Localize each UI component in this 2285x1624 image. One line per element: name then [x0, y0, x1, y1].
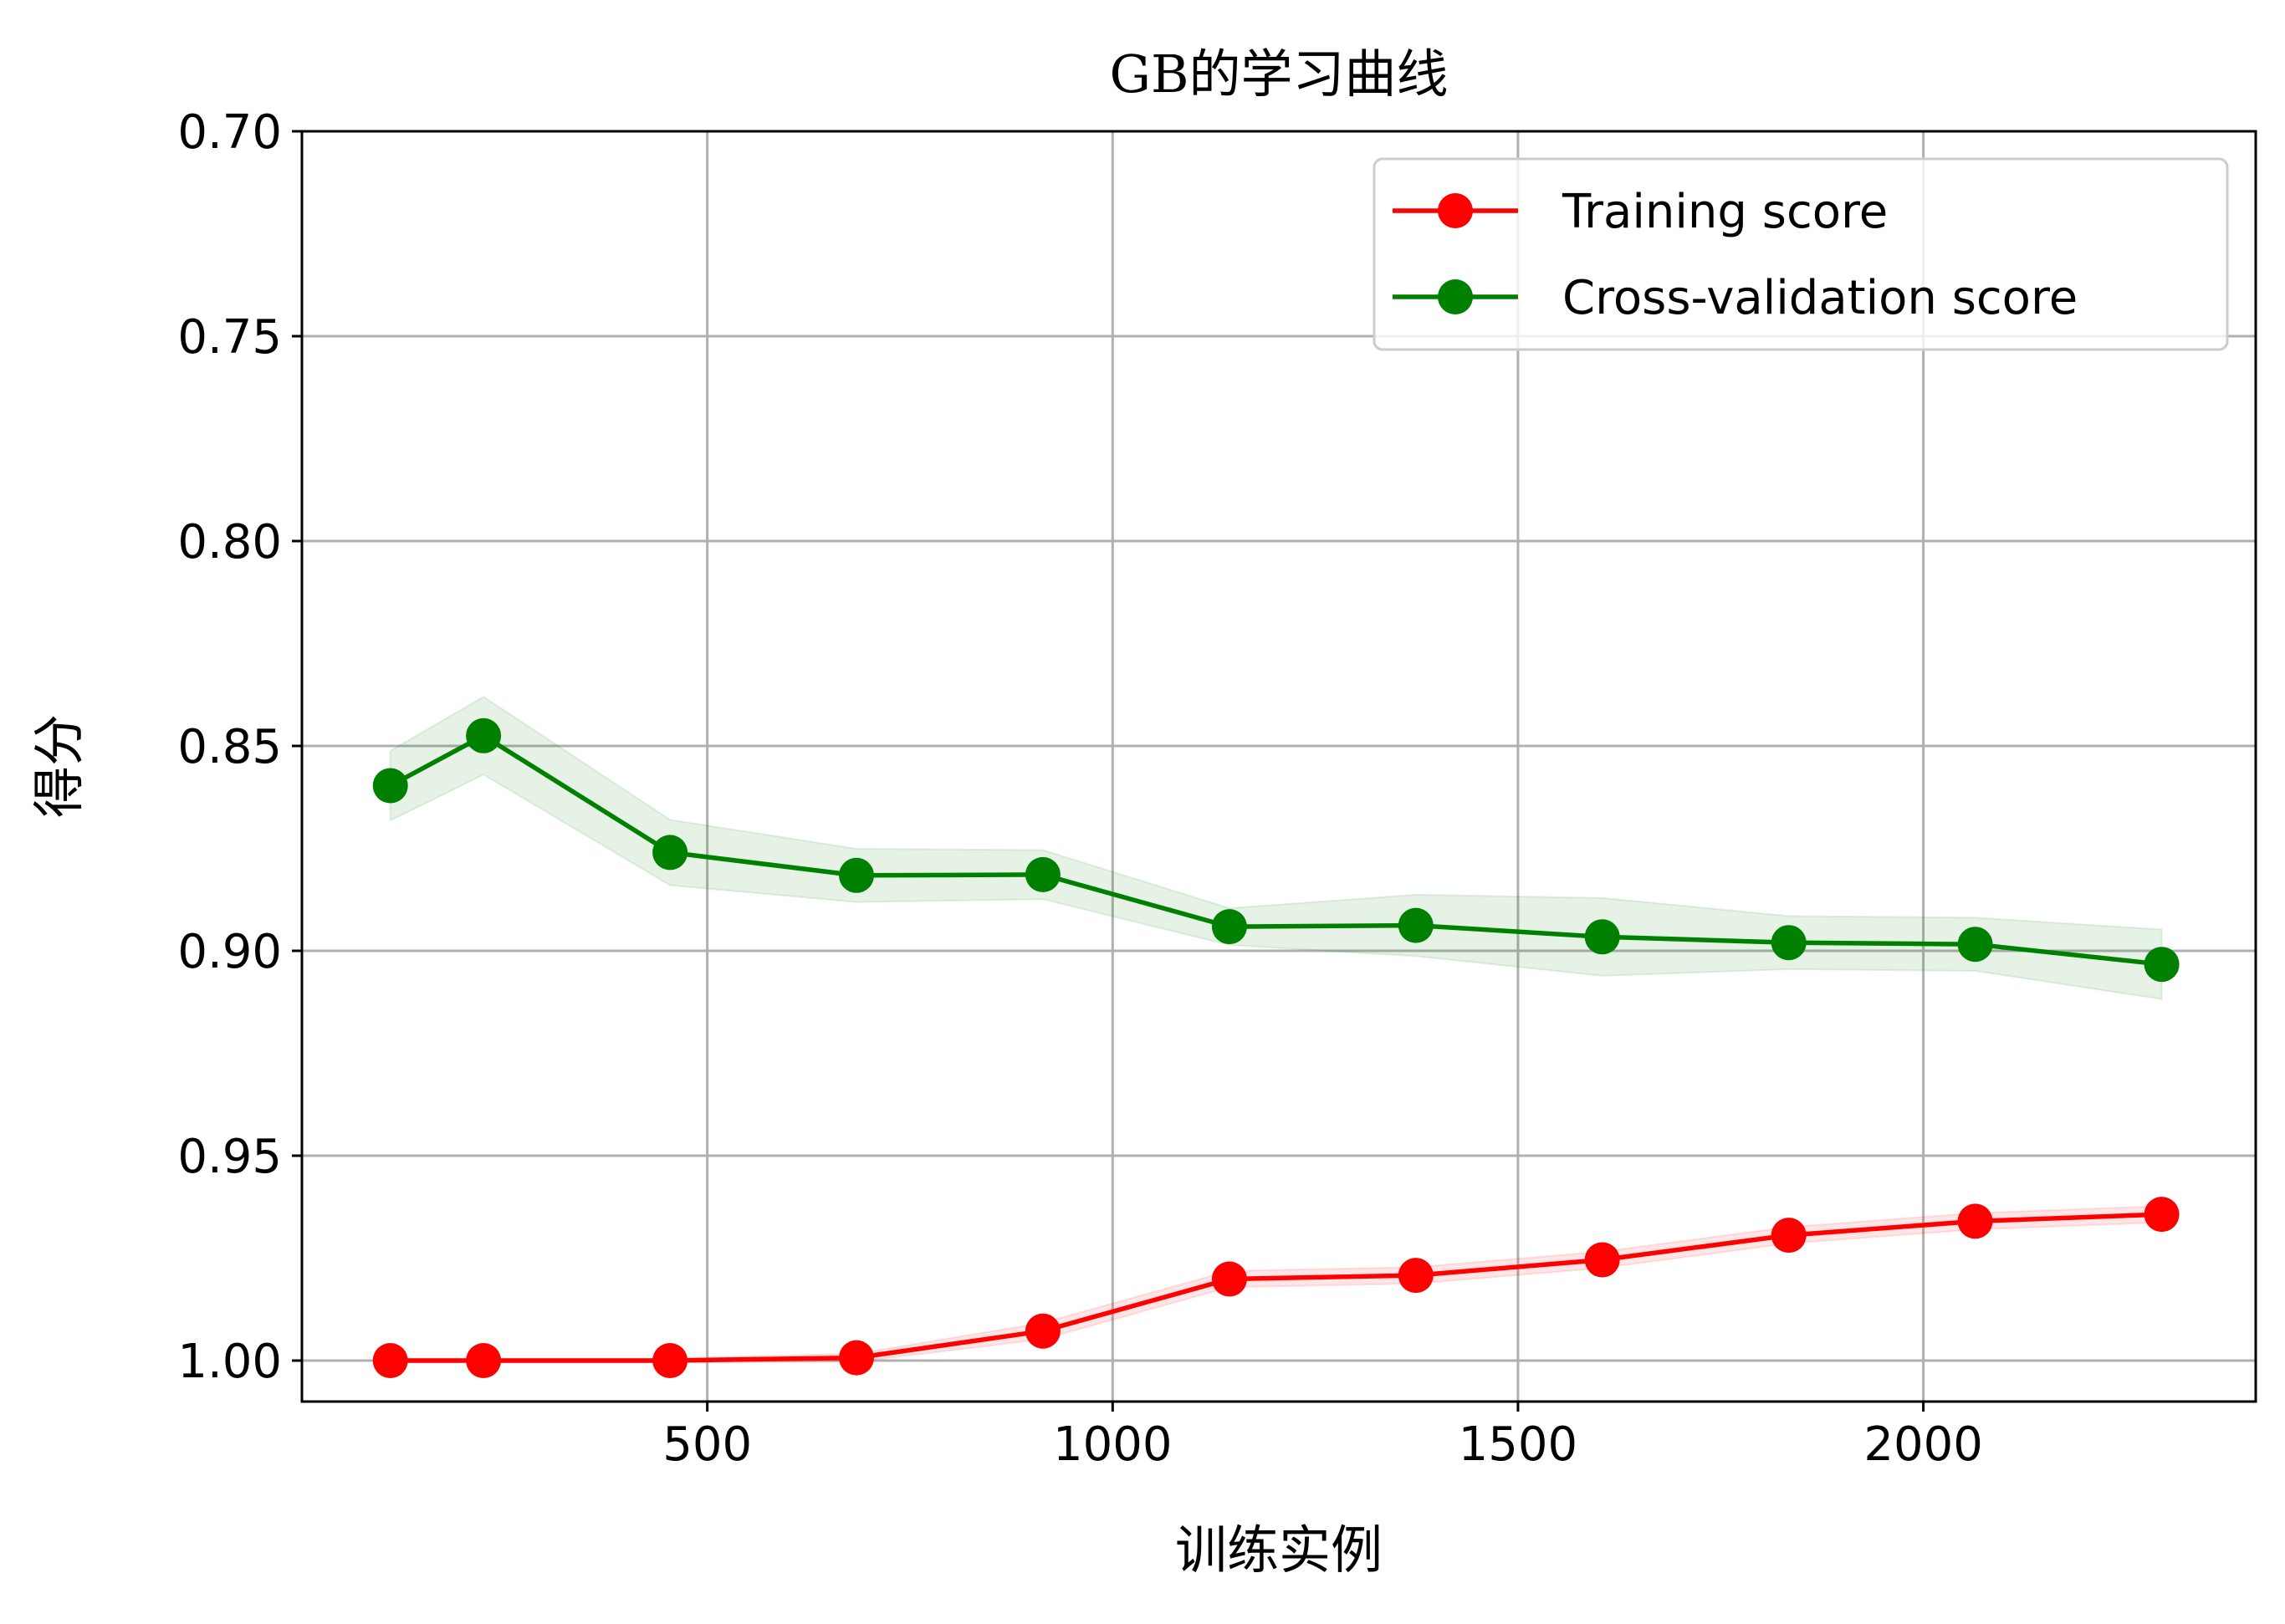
legend-marker	[1438, 279, 1473, 314]
y-tick-label: 0.95	[177, 1130, 282, 1184]
series-2-point	[1025, 856, 1061, 892]
x-tick-label: 1000	[1053, 1417, 1173, 1472]
y-tick-label: 1.00	[177, 1335, 282, 1389]
series-1-point	[2144, 1197, 2180, 1233]
series-2-band	[389, 696, 2163, 1000]
legend-marker	[1438, 193, 1473, 228]
series-1-point	[839, 1340, 874, 1376]
y-tick-label: 0.85	[177, 720, 282, 774]
series-2-point	[2144, 947, 2180, 983]
chart-title: GB的学习曲线	[1109, 43, 1448, 105]
series-2-point	[1771, 925, 1807, 961]
series-1-point	[1211, 1261, 1247, 1297]
tick-layer: 500 1000 1500 2000 0.70 0.75 0.80 0.85 0.90 0.95 1…	[177, 105, 1983, 1472]
series-2-point	[652, 835, 688, 871]
x-tick-label: 500	[662, 1417, 752, 1472]
x-axis-label: 训练实例	[1175, 1519, 1383, 1581]
legend: Training score Cross-validation score	[1373, 157, 2229, 351]
series-1-point	[1398, 1258, 1434, 1294]
series-1-point	[1771, 1218, 1807, 1254]
series-1-point	[1025, 1313, 1061, 1349]
y-tick-label: 0.75	[177, 310, 282, 365]
plot-frame	[300, 130, 2257, 1403]
y-tick-label: 0.90	[177, 925, 282, 979]
series-2-point	[1584, 919, 1620, 955]
series-1-point	[466, 1343, 502, 1378]
series-2-point	[466, 718, 502, 753]
legend-label: Training score	[1562, 185, 1888, 239]
series-1-point	[372, 1343, 408, 1378]
legend-label: Cross-validation score	[1562, 271, 2078, 325]
x-tick-label: 1500	[1459, 1417, 1578, 1472]
series-2-point	[372, 768, 408, 804]
y-tick-label: 0.80	[177, 515, 282, 569]
series-2-point	[839, 857, 874, 893]
legend-box	[1373, 157, 2229, 351]
series-1-point	[1957, 1203, 1993, 1239]
series-2-point	[1211, 909, 1247, 945]
series-2-point	[1398, 907, 1434, 943]
series-layer	[372, 718, 2180, 1378]
y-axis-label: 得分	[28, 714, 89, 818]
series-1-point	[1584, 1242, 1620, 1278]
y-tick-label: 0.70	[177, 105, 282, 160]
x-tick-label: 2000	[1863, 1417, 1983, 1472]
series-2-point	[1957, 927, 1993, 963]
series-1-point	[652, 1343, 688, 1378]
